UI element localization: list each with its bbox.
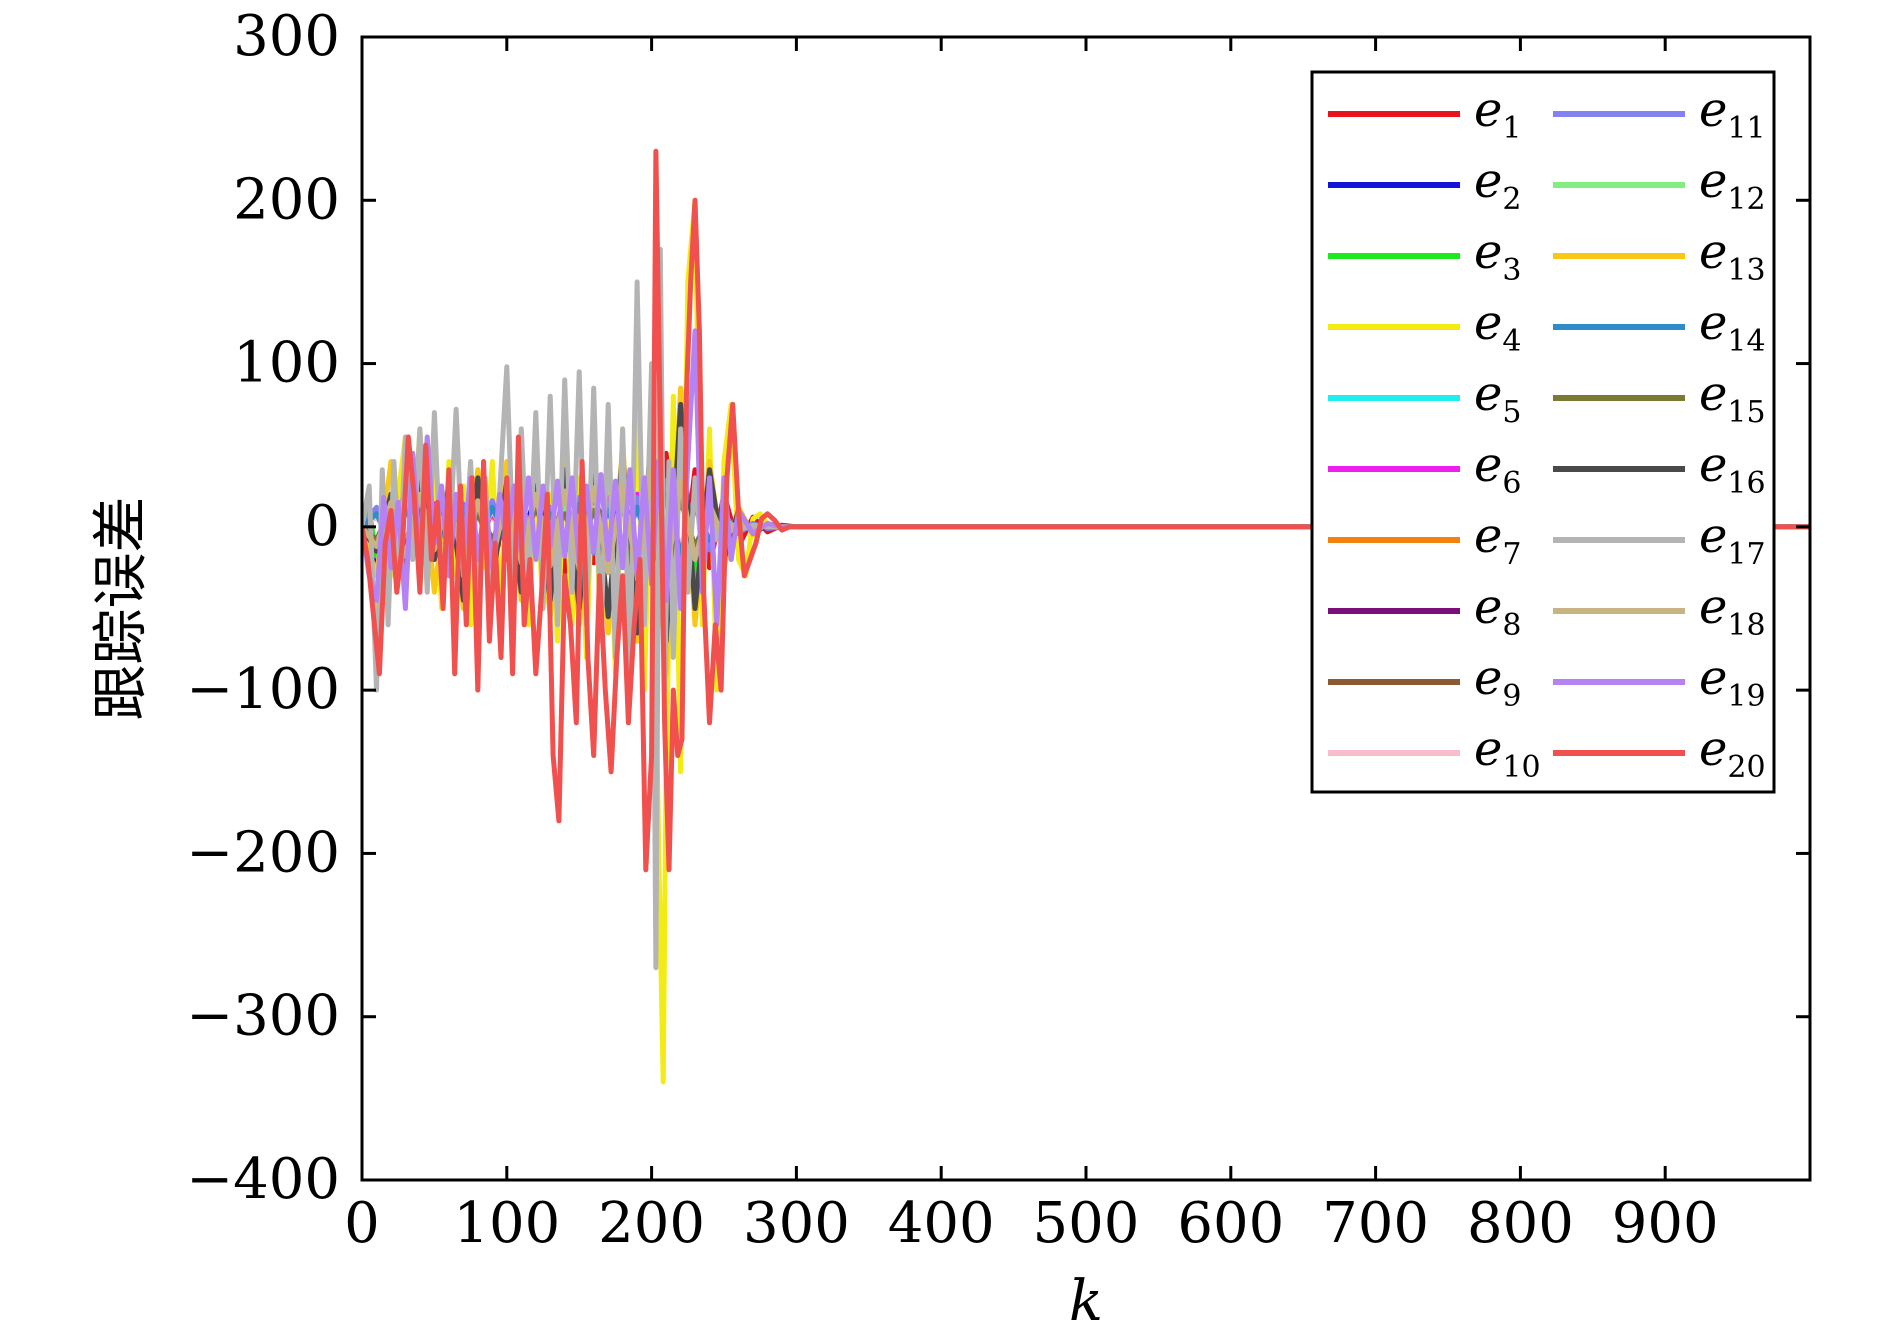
legend-label: e9 <box>1474 650 1522 714</box>
x-tick-label: 700 <box>1322 1191 1429 1256</box>
legend: e1 e2 e3 e4 e5 e6 e7 e8 e9 e10 e11 e12 e13 e14 e15 e16 e… <box>1310 70 1776 794</box>
y-tick-label: −200 <box>186 820 340 885</box>
x-tick-label: 600 <box>1177 1191 1284 1256</box>
legend-item-e20: e20 <box>1553 721 1766 785</box>
legend-label: e6 <box>1474 437 1522 501</box>
legend-item-e6: e6 <box>1328 437 1522 501</box>
legend-item-e10: e10 <box>1328 721 1541 785</box>
legend-label: e15 <box>1699 366 1766 430</box>
axis-tick-labels: 0 100 200 300 400 500 600 700 800 900 300 200 100 0 −1… <box>186 4 1718 1256</box>
x-tick-label: 300 <box>743 1191 850 1256</box>
y-axis-label: 跟踪误差 <box>89 497 154 721</box>
x-tick-label: 800 <box>1467 1191 1574 1256</box>
legend-item-e2: e2 <box>1328 153 1522 217</box>
x-tick-label: 200 <box>598 1191 705 1256</box>
legend-item-e7: e7 <box>1328 508 1522 572</box>
legend-item-e17: e17 <box>1553 508 1766 572</box>
y-tick-label: −300 <box>186 984 340 1049</box>
legend-label: e5 <box>1474 366 1522 430</box>
legend-label: e13 <box>1699 224 1766 288</box>
legend-label: e3 <box>1474 224 1522 288</box>
legend-item-e5: e5 <box>1328 366 1522 430</box>
legend-item-e3: e3 <box>1328 224 1522 288</box>
legend-item-e12: e12 <box>1553 153 1766 217</box>
legend-label: e8 <box>1474 579 1522 643</box>
legend-box <box>1310 70 1776 794</box>
x-tick-label: 500 <box>1033 1191 1140 1256</box>
legend-item-e11: e11 <box>1553 82 1766 146</box>
legend-label: e12 <box>1699 153 1766 217</box>
legend-label: e16 <box>1699 437 1766 501</box>
x-tick-label: 0 <box>344 1191 380 1256</box>
y-tick-label: 0 <box>304 494 340 559</box>
legend-label: e14 <box>1699 295 1766 359</box>
legend-label: e7 <box>1474 508 1522 572</box>
series-line-e20 <box>362 148 1810 873</box>
y-tick-label: −400 <box>186 1147 340 1212</box>
y-tick-label: −100 <box>186 657 340 722</box>
x-axis-label: k <box>1069 1269 1103 1334</box>
legend-label: e1 <box>1474 82 1522 146</box>
y-tick-label: 200 <box>233 167 340 232</box>
legend-item-e15: e15 <box>1553 366 1766 430</box>
legend-item-e1: e1 <box>1328 82 1522 146</box>
legend-item-e18: e18 <box>1553 579 1766 643</box>
legend-item-e16: e16 <box>1553 437 1766 501</box>
legend-label: e19 <box>1699 650 1766 714</box>
x-tick-label: 100 <box>453 1191 560 1256</box>
y-tick-label: 100 <box>233 331 340 396</box>
y-tick-label: 300 <box>233 4 340 69</box>
series-line-e19 <box>362 328 1810 628</box>
legend-item-e8: e8 <box>1328 579 1522 643</box>
legend-label: e17 <box>1699 508 1766 572</box>
legend-label: e10 <box>1474 721 1541 785</box>
x-tick-label: 400 <box>888 1191 995 1256</box>
legend-label: e2 <box>1474 153 1522 217</box>
plot-area-lines <box>362 148 1810 1085</box>
legend-label: e20 <box>1699 721 1766 785</box>
x-tick-label: 900 <box>1612 1191 1719 1256</box>
legend-label: e18 <box>1699 579 1766 643</box>
legend-item-e4: e4 <box>1328 295 1522 359</box>
legend-item-e19: e19 <box>1553 650 1766 714</box>
legend-item-e14: e14 <box>1553 295 1766 359</box>
axis-ticks <box>360 35 1810 1182</box>
legend-label: e11 <box>1699 82 1766 146</box>
legend-item-e13: e13 <box>1553 224 1766 288</box>
legend-label: e4 <box>1474 295 1522 359</box>
legend-item-e9: e9 <box>1328 650 1522 714</box>
